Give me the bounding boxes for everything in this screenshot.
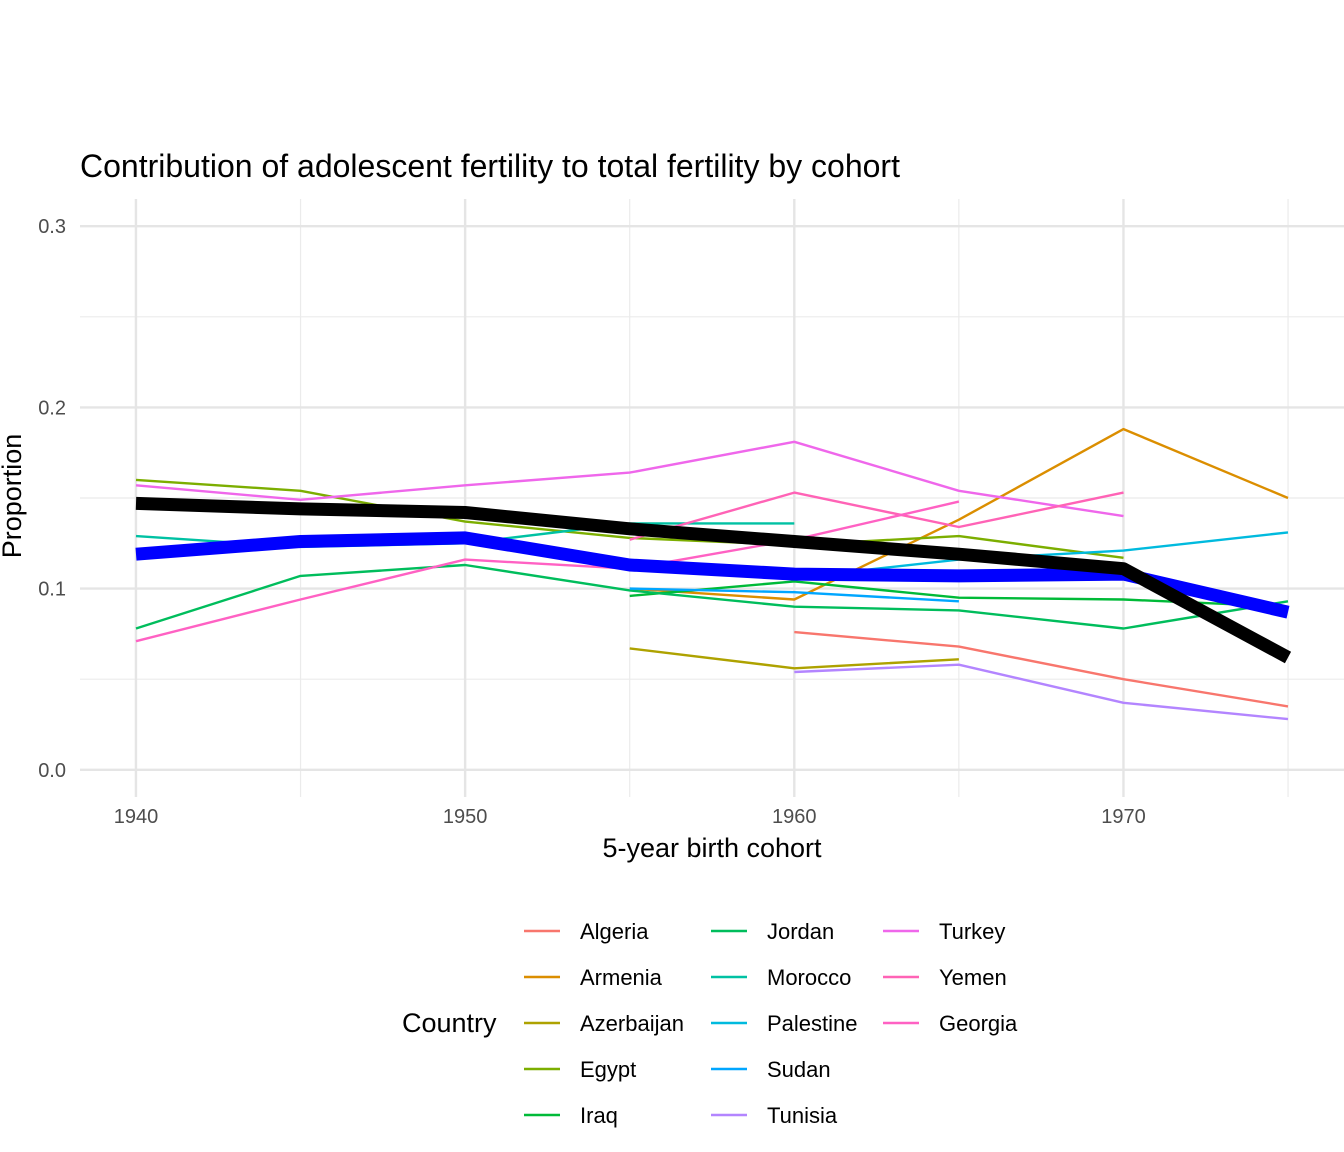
series-line-azerbaijan (629, 647, 959, 670)
legend-label: Yemen (939, 965, 1007, 990)
series-line-georgia (135, 500, 960, 643)
y-axis-ticks: 0.0 0.1 0.2 0.3 (38, 216, 66, 782)
legend-label: Armenia (580, 965, 663, 990)
series-line-yemen (629, 491, 1124, 541)
legend-label: Turkey (939, 919, 1005, 944)
legend-label: Sudan (767, 1057, 831, 1082)
legend-label: Morocco (767, 965, 851, 990)
legend-items: Algeria Armenia Azerbaijan Egypt Iraq Jordan M… (524, 919, 1018, 1128)
y-tick-label: 0.3 (38, 216, 66, 238)
x-tick-label: 1940 (114, 806, 159, 828)
legend-item-palestine: Palestine (711, 1011, 858, 1036)
legend-item-turkey: Turkey (883, 919, 1005, 944)
legend-label: Algeria (580, 919, 649, 944)
x-axis-title: 5-year birth cohort (602, 833, 822, 863)
x-tick-label: 1960 (772, 806, 817, 828)
series-line-egypt (135, 478, 1124, 559)
legend-item-tunisia: Tunisia (711, 1103, 838, 1128)
x-axis-ticks: 1940 1950 1960 1970 (114, 806, 1146, 828)
legend-title: Country (402, 1008, 497, 1038)
series-line-algeria (794, 630, 1289, 708)
legend-label: Tunisia (767, 1103, 838, 1128)
y-tick-label: 0.1 (38, 579, 66, 601)
legend-label: Jordan (767, 919, 834, 944)
y-tick-label: 0.2 (38, 397, 66, 419)
y-tick-label: 0.0 (38, 760, 66, 782)
legend-item-algeria: Algeria (524, 919, 649, 944)
series-line-tunisia (794, 663, 1289, 721)
legend-item-jordan: Jordan (711, 919, 834, 944)
legend-item-sudan: Sudan (711, 1057, 831, 1082)
series-line-average-blue (135, 531, 1290, 619)
legend-item-azerbaijan: Azerbaijan (524, 1011, 684, 1036)
legend-item-georgia: Georgia (883, 1011, 1018, 1036)
legend-item-morocco: Morocco (711, 965, 851, 990)
legend-item-egypt: Egypt (524, 1057, 636, 1082)
series-line-armenia (629, 427, 1289, 601)
series-line-average-black (135, 496, 1292, 664)
y-axis-title: Proportion (0, 434, 27, 559)
series-line-sudan (629, 587, 959, 603)
series-line-turkey (135, 440, 1124, 518)
legend-label: Palestine (767, 1011, 858, 1036)
legend-item-yemen: Yemen (883, 965, 1007, 990)
legend-item-armenia: Armenia (524, 965, 663, 990)
chart-title: Contribution of adolescent fertility to … (80, 148, 900, 184)
x-tick-label: 1950 (443, 806, 488, 828)
legend: Country Algeria Armenia Azerbaijan Egypt Ira… (402, 919, 1018, 1128)
x-tick-label: 1970 (1101, 806, 1146, 828)
legend-label: Azerbaijan (580, 1011, 684, 1036)
series-line-jordan (135, 563, 1289, 630)
legend-label: Georgia (939, 1011, 1018, 1036)
legend-label: Iraq (580, 1103, 618, 1128)
legend-item-iraq: Iraq (524, 1103, 618, 1128)
series-lines (135, 427, 1292, 721)
legend-label: Egypt (580, 1057, 636, 1082)
